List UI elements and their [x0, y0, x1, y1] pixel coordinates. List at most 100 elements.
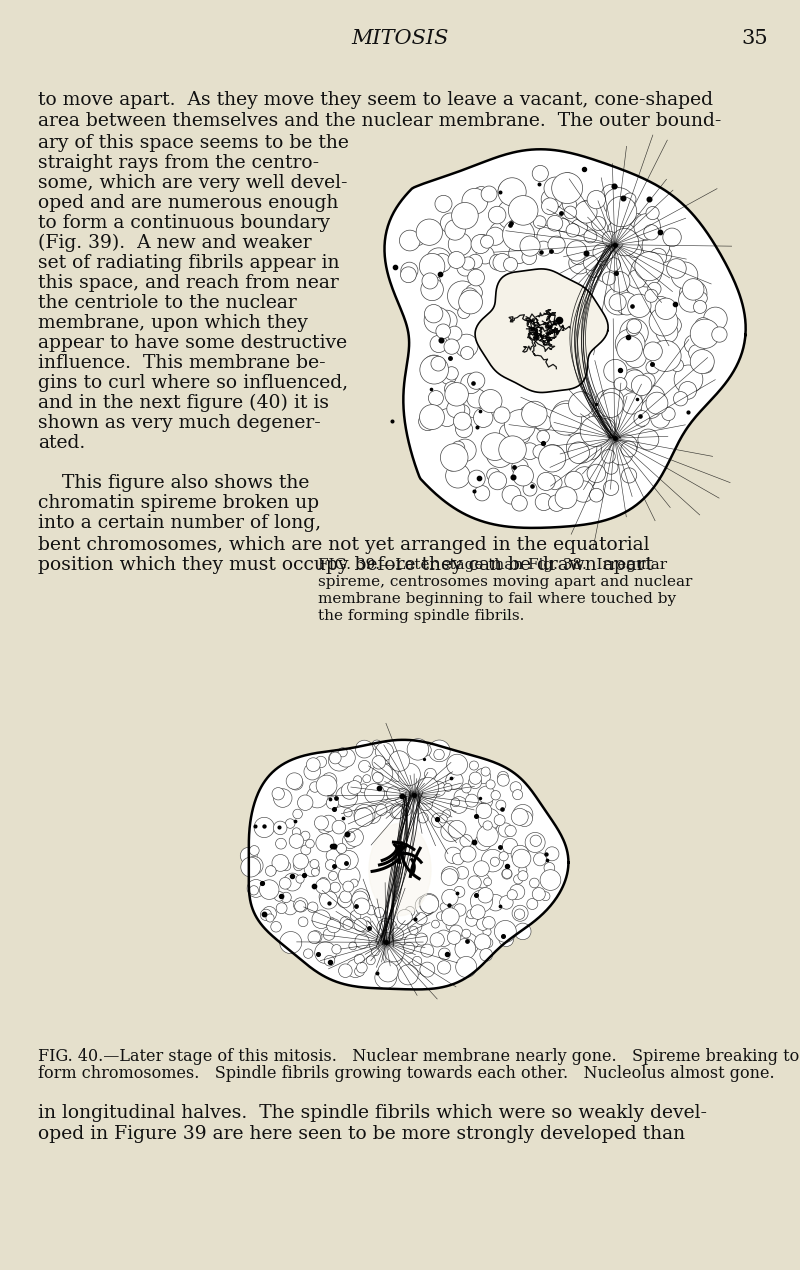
- Circle shape: [466, 284, 482, 301]
- Circle shape: [468, 254, 482, 269]
- Circle shape: [338, 894, 351, 908]
- Circle shape: [434, 749, 444, 759]
- Circle shape: [634, 410, 650, 427]
- Circle shape: [456, 405, 470, 418]
- Circle shape: [481, 185, 497, 202]
- Circle shape: [461, 288, 478, 305]
- Circle shape: [579, 201, 594, 216]
- Circle shape: [520, 406, 534, 422]
- Circle shape: [448, 820, 466, 838]
- Circle shape: [638, 429, 659, 450]
- Circle shape: [536, 241, 551, 257]
- Circle shape: [442, 889, 458, 906]
- Circle shape: [514, 875, 523, 884]
- Circle shape: [607, 258, 621, 272]
- Circle shape: [275, 838, 286, 850]
- Circle shape: [483, 927, 491, 936]
- Circle shape: [463, 848, 475, 861]
- Circle shape: [354, 898, 370, 914]
- Circle shape: [622, 392, 642, 414]
- Circle shape: [552, 173, 582, 203]
- Circle shape: [376, 804, 387, 815]
- Circle shape: [468, 269, 485, 286]
- Circle shape: [399, 230, 420, 251]
- Circle shape: [476, 246, 494, 264]
- Circle shape: [679, 279, 707, 307]
- Circle shape: [386, 787, 400, 800]
- Circle shape: [266, 914, 274, 922]
- Circle shape: [522, 401, 547, 427]
- Circle shape: [659, 298, 673, 312]
- Circle shape: [441, 820, 462, 842]
- Circle shape: [498, 771, 509, 782]
- Circle shape: [630, 255, 662, 287]
- Circle shape: [346, 959, 365, 978]
- Circle shape: [498, 775, 510, 786]
- Circle shape: [357, 743, 369, 754]
- Circle shape: [374, 907, 385, 917]
- Circle shape: [455, 420, 473, 438]
- Circle shape: [455, 334, 478, 357]
- Circle shape: [455, 939, 476, 959]
- Circle shape: [587, 190, 606, 208]
- Circle shape: [482, 917, 495, 928]
- Circle shape: [541, 188, 562, 210]
- Circle shape: [410, 926, 418, 935]
- Circle shape: [615, 329, 645, 358]
- Circle shape: [513, 465, 534, 486]
- Circle shape: [534, 414, 551, 432]
- Circle shape: [450, 824, 462, 837]
- Circle shape: [478, 888, 493, 903]
- Circle shape: [350, 911, 361, 921]
- Circle shape: [598, 392, 623, 418]
- Circle shape: [462, 784, 471, 792]
- Circle shape: [475, 874, 490, 888]
- Circle shape: [359, 784, 368, 792]
- Circle shape: [274, 892, 284, 902]
- Circle shape: [486, 441, 514, 467]
- Circle shape: [518, 866, 527, 874]
- Circle shape: [446, 400, 465, 418]
- Text: appear to have some destructive: appear to have some destructive: [38, 334, 347, 352]
- Circle shape: [458, 290, 482, 314]
- Circle shape: [314, 815, 329, 831]
- Circle shape: [586, 262, 602, 277]
- Circle shape: [323, 928, 334, 940]
- Circle shape: [440, 903, 449, 912]
- Circle shape: [306, 758, 320, 772]
- Circle shape: [496, 800, 506, 810]
- Circle shape: [663, 229, 682, 246]
- Circle shape: [310, 860, 319, 869]
- Circle shape: [517, 431, 530, 443]
- Circle shape: [336, 786, 358, 808]
- Circle shape: [571, 218, 587, 235]
- Circle shape: [595, 390, 620, 415]
- Circle shape: [338, 748, 347, 757]
- Circle shape: [456, 956, 477, 978]
- Circle shape: [390, 805, 404, 819]
- Circle shape: [624, 193, 636, 206]
- Circle shape: [430, 932, 444, 947]
- Circle shape: [674, 391, 688, 406]
- Circle shape: [357, 963, 367, 973]
- Text: form chromosomes.   Spindle fibrils growing towards each other.   Nucleolus almo: form chromosomes. Spindle fibrils growin…: [38, 1066, 774, 1082]
- Circle shape: [481, 433, 509, 461]
- Circle shape: [446, 458, 458, 471]
- Circle shape: [694, 301, 706, 314]
- Circle shape: [514, 923, 531, 940]
- Circle shape: [540, 870, 561, 890]
- Circle shape: [502, 838, 518, 853]
- Circle shape: [476, 803, 492, 819]
- Circle shape: [646, 207, 659, 220]
- Circle shape: [666, 259, 686, 278]
- Circle shape: [398, 965, 418, 984]
- Circle shape: [260, 909, 272, 921]
- Circle shape: [642, 232, 670, 259]
- Circle shape: [282, 861, 290, 871]
- Circle shape: [644, 225, 659, 240]
- Circle shape: [348, 781, 362, 794]
- Circle shape: [372, 756, 386, 770]
- Circle shape: [254, 818, 274, 837]
- Circle shape: [609, 441, 633, 465]
- Circle shape: [447, 281, 478, 311]
